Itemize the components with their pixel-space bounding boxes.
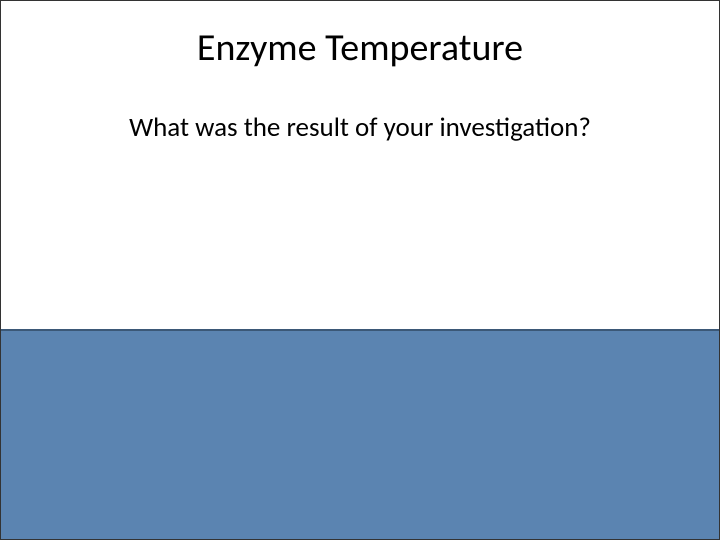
content-box [1, 329, 719, 539]
slide-question: What was the result of your investigatio… [1, 111, 719, 144]
slide-title: Enzyme Temperature [1, 25, 719, 71]
slide-container: Enzyme Temperature What was the result o… [0, 0, 720, 540]
